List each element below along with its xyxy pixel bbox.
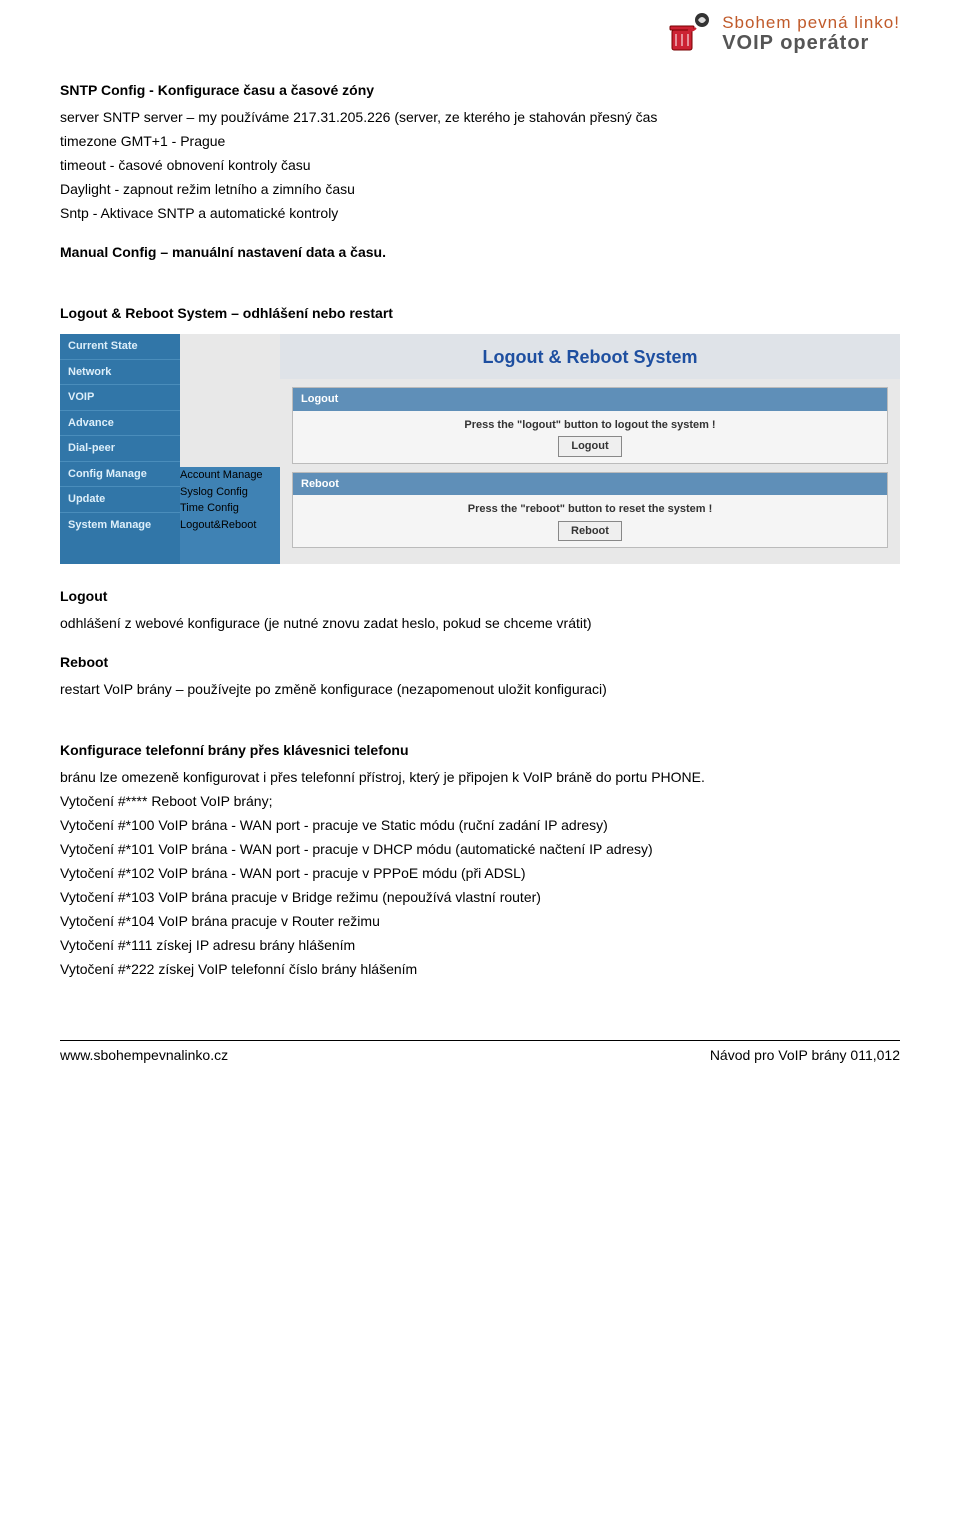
panel-header: Reboot — [293, 473, 887, 496]
manual-config-title: Manual Config – manuální nastavení data … — [60, 242, 900, 263]
logo-line1: Sbohem pevná linko! — [722, 14, 900, 33]
phone-trash-icon — [666, 10, 714, 58]
sidebar-item[interactable]: Advance — [60, 411, 180, 437]
sntp-title: SNTP Config - Konfigurace času a časové … — [60, 80, 900, 101]
sidebar-item[interactable]: System Manage — [60, 513, 180, 538]
phone-config-line: Vytočení #*100 VoIP brána - WAN port - p… — [60, 815, 900, 836]
logout-button[interactable]: Logout — [558, 436, 621, 457]
footer-left: www.sbohempevnalinko.cz — [60, 1045, 228, 1066]
sntp-line: Daylight - zapnout režim letního a zimní… — [60, 179, 900, 200]
panel-text: Press the "reboot" button to reset the s… — [297, 501, 883, 518]
phone-config-line: Vytočení #*222 získej VoIP telefonní čís… — [60, 959, 900, 980]
sidebar-item[interactable]: Config Manage — [60, 462, 180, 488]
logout-heading: Logout — [60, 586, 900, 607]
sidebar-item[interactable]: VOIP — [60, 385, 180, 411]
sidebar-item[interactable]: Current State — [60, 334, 180, 360]
footer-right: Návod pro VoIP brány 011,012 — [710, 1045, 900, 1066]
panel-text: Press the "logout" button to logout the … — [297, 417, 883, 434]
sidebar-item[interactable]: Update — [60, 487, 180, 513]
sntp-line: timezone GMT+1 - Prague — [60, 131, 900, 152]
reboot-heading: Reboot — [60, 652, 900, 673]
sidebar-item[interactable]: Network — [60, 360, 180, 386]
phone-config-line: Vytočení #*104 VoIP brána pracuje v Rout… — [60, 911, 900, 932]
sntp-line: server SNTP server – my používáme 217.31… — [60, 107, 900, 128]
phone-config-intro: bránu lze omezeně konfigurovat i přes te… — [60, 767, 900, 788]
ui-main-panel: Logout & Reboot System Logout Press the … — [280, 334, 900, 564]
brand-logo: Sbohem pevná linko! VOIP operátor — [666, 10, 900, 58]
phone-config-line: Vytočení #*103 VoIP brána pracuje v Brid… — [60, 887, 900, 908]
sidebar-sub-item[interactable]: Time Config — [180, 500, 280, 517]
admin-ui-screenshot: Current State Network VOIP Advance Dial-… — [60, 334, 900, 564]
phone-config-line: Vytočení #**** Reboot VoIP brány; — [60, 791, 900, 812]
reboot-panel: Reboot Press the "reboot" button to rese… — [292, 472, 888, 549]
ui-main-title: Logout & Reboot System — [280, 334, 900, 379]
reboot-text: restart VoIP brány – používejte po změně… — [60, 679, 900, 700]
reboot-button[interactable]: Reboot — [558, 521, 622, 542]
sntp-line: timeout - časové obnovení kontroly času — [60, 155, 900, 176]
page-footer: www.sbohempevnalinko.cz Návod pro VoIP b… — [60, 1040, 900, 1066]
sidebar-sub-item[interactable]: Syslog Config — [180, 484, 280, 501]
ui-sidebar-submenu: Account Manage Syslog Config Time Config… — [180, 334, 280, 564]
logout-reboot-title: Logout & Reboot System – odhlášení nebo … — [60, 303, 900, 324]
sidebar-sub-item[interactable]: Account Manage — [180, 467, 280, 484]
sntp-line: Sntp - Aktivace SNTP a automatické kontr… — [60, 203, 900, 224]
phone-config-line: Vytočení #*102 VoIP brána - WAN port - p… — [60, 863, 900, 884]
phone-config-line: Vytočení #*111 získej IP adresu brány hl… — [60, 935, 900, 956]
phone-config-line: Vytočení #*101 VoIP brána - WAN port - p… — [60, 839, 900, 860]
sidebar-item[interactable]: Dial-peer — [60, 436, 180, 462]
phone-config-heading: Konfigurace telefonní brány přes klávesn… — [60, 740, 900, 761]
logout-text: odhlášení z webové konfigurace (je nutné… — [60, 613, 900, 634]
logo-line2: VOIP operátor — [722, 32, 900, 54]
sidebar-sub-item-active[interactable]: Logout&Reboot — [180, 517, 280, 534]
ui-sidebar: Current State Network VOIP Advance Dial-… — [60, 334, 180, 564]
logout-panel: Logout Press the "logout" button to logo… — [292, 387, 888, 464]
panel-header: Logout — [293, 388, 887, 411]
